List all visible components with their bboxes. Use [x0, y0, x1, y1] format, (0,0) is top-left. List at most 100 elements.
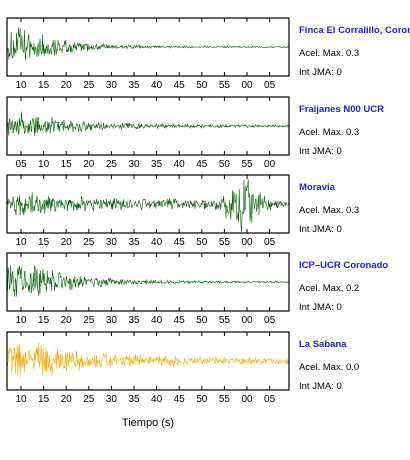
tick-label: 55 [241, 159, 253, 170]
tick-label: 15 [38, 394, 50, 405]
tick-label: 45 [174, 80, 186, 91]
tick-label: 10 [15, 80, 27, 91]
tick-label: 50 [196, 237, 208, 248]
acel-max-label: Acel. Max. [299, 205, 346, 216]
tick-label: 45 [174, 394, 186, 405]
tick-label: 00 [241, 237, 253, 248]
tick-label: 55 [219, 237, 231, 248]
tick-label: 40 [151, 237, 163, 248]
tick-label: 30 [106, 315, 118, 326]
tick-label: 05 [15, 159, 27, 170]
waveform-line [7, 179, 289, 232]
int-jma-value: 0 [336, 224, 341, 235]
tick-label: 05 [264, 394, 276, 405]
tick-label: 30 [106, 80, 118, 91]
tick-label: 40 [151, 315, 163, 326]
tick-label: 15 [61, 159, 73, 170]
waveform-line [7, 111, 289, 136]
tick-label: 40 [174, 159, 186, 170]
tick-label: 30 [128, 159, 140, 170]
acel-max-label: Acel. Max. [299, 48, 346, 59]
tick-label: 00 [241, 315, 253, 326]
x-axis-label: Tiempo (s) [122, 417, 174, 429]
tick-label: 15 [38, 315, 50, 326]
tick-label: 10 [15, 394, 27, 405]
int-jma-value: 0 [336, 146, 341, 157]
tick-label: 35 [128, 80, 140, 91]
tick-label: 45 [174, 237, 186, 248]
tick-label: 25 [83, 394, 95, 405]
tick-label: 00 [241, 394, 253, 405]
panel-frame [6, 252, 290, 312]
tick-label: 10 [15, 315, 27, 326]
int-jma-label: Int JMA: [299, 302, 336, 313]
station-name: Moravia [299, 182, 336, 193]
int-jma-text: Int JMA: 0 [299, 381, 342, 392]
waveform-line [7, 265, 289, 297]
int-jma-label: Int JMA: [299, 67, 336, 78]
tick-label: 05 [264, 315, 276, 326]
acel-max-text: Acel. Max. 0.0 [299, 362, 359, 373]
acel-max-value: 0.3 [346, 205, 359, 216]
tick-label: 50 [196, 394, 208, 405]
acel-max-label: Acel. Max. [299, 127, 346, 138]
acel-max-value: 0.3 [346, 127, 359, 138]
int-jma-label: Int JMA: [299, 224, 336, 235]
acel-max-value: 0.2 [346, 283, 359, 294]
tick-label: 50 [196, 80, 208, 91]
tick-label: 40 [151, 80, 163, 91]
acel-max-text: Acel. Max. 0.3 [299, 127, 359, 138]
station-name: La Sabana [299, 339, 347, 350]
acel-max-label: Acel. Max. [299, 283, 346, 294]
tick-label: 20 [61, 394, 73, 405]
tick-label: 35 [128, 394, 140, 405]
tick-label: 25 [83, 80, 95, 91]
tick-label: 05 [264, 80, 276, 91]
tick-label: 20 [61, 80, 73, 91]
int-jma-value: 0 [336, 302, 341, 313]
tick-label: 40 [151, 394, 163, 405]
tick-label: 30 [106, 394, 118, 405]
int-jma-text: Int JMA: 0 [299, 302, 342, 313]
station-panel: 10 15 20 25 30 35 40 45 50 55 00 05 Finca El Corrali… [6, 17, 410, 91]
tick-label: 00 [241, 80, 253, 91]
tick-label: 25 [106, 159, 118, 170]
int-jma-text: Int JMA: 0 [299, 224, 342, 235]
station-panel: 10 15 20 25 30 35 40 45 50 55 00 05 Moravia Acel. Max… [6, 174, 359, 248]
tick-label: 45 [174, 315, 186, 326]
waveform-line [7, 27, 289, 61]
station-panel: 10 15 20 25 30 35 40 45 50 55 00 05 ICP–UCR Coronado… [6, 252, 388, 326]
acel-max-label: Acel. Max. [299, 362, 346, 373]
tick-label: 00 [264, 159, 276, 170]
tick-label: 55 [219, 394, 231, 405]
acel-max-text: Acel. Max. 0.3 [299, 48, 359, 59]
panel-frame [6, 17, 290, 77]
tick-label: 15 [38, 80, 50, 91]
int-jma-value: 0 [336, 381, 341, 392]
panel-frame [6, 174, 290, 234]
station-name: ICP–UCR Coronado [299, 260, 388, 271]
tick-label: 25 [83, 315, 95, 326]
int-jma-label: Int JMA: [299, 381, 336, 392]
waveform-line [7, 342, 289, 378]
int-jma-label: Int JMA: [299, 146, 336, 157]
tick-label: 55 [219, 315, 231, 326]
station-name: Fraijanes N00 UCR [299, 104, 384, 115]
panel-frame [6, 96, 290, 156]
tick-label: 10 [38, 159, 50, 170]
int-jma-value: 0 [336, 67, 341, 78]
acel-max-value: 0.0 [346, 362, 359, 373]
tick-label: 15 [38, 237, 50, 248]
tick-label: 55 [219, 80, 231, 91]
station-name: Finca El Corralillo, Coronado [299, 25, 410, 36]
tick-label: 20 [83, 159, 95, 170]
acel-max-text: Acel. Max. 0.3 [299, 205, 359, 216]
tick-label: 35 [128, 315, 140, 326]
tick-label: 10 [15, 237, 27, 248]
tick-label: 35 [128, 237, 140, 248]
tick-label: 20 [61, 315, 73, 326]
tick-label: 45 [196, 159, 208, 170]
tick-label: 20 [61, 237, 73, 248]
station-panel: 05 10 15 20 25 30 35 40 45 50 55 00 Fraijanes N00 UC… [6, 96, 384, 170]
